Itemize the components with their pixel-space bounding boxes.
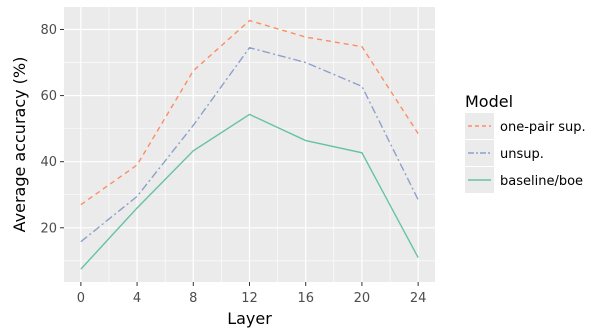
x-axis: 0 4 8 12 16 20 24	[77, 282, 427, 306]
series-lines	[80, 19, 419, 270]
series-line-baseline-boe	[80, 113, 419, 270]
legend-title: Model	[465, 92, 513, 111]
y-axis-label: Average accuracy (%)	[10, 57, 29, 233]
y-tick-label: 40	[40, 155, 57, 170]
x-tick-label: 0	[77, 291, 85, 306]
y-tick-label: 80	[40, 23, 57, 38]
legend-label: unsup.	[500, 147, 544, 162]
legend-label: baseline/boe	[500, 174, 583, 189]
major-gridlines	[64, 7, 435, 282]
legend: Model one-pair sup. unsup. baseline/boe	[465, 92, 586, 193]
series-line-unsup	[80, 46, 419, 243]
legend-label: one-pair sup.	[500, 120, 586, 135]
y-tick-label: 20	[40, 221, 57, 236]
y-axis: 20 40 60 80	[40, 23, 64, 236]
legend-items: one-pair sup. unsup. baseline/boe	[465, 113, 586, 193]
x-axis-label: Layer	[227, 309, 272, 328]
x-tick-label: 4	[133, 291, 141, 306]
x-tick-label: 8	[189, 291, 197, 306]
series-line-one-pair-sup	[80, 19, 419, 206]
x-tick-label: 24	[410, 291, 427, 306]
x-tick-label: 12	[241, 291, 258, 306]
x-tick-label: 16	[297, 291, 314, 306]
x-tick-label: 20	[354, 291, 371, 306]
y-tick-label: 60	[40, 89, 57, 104]
